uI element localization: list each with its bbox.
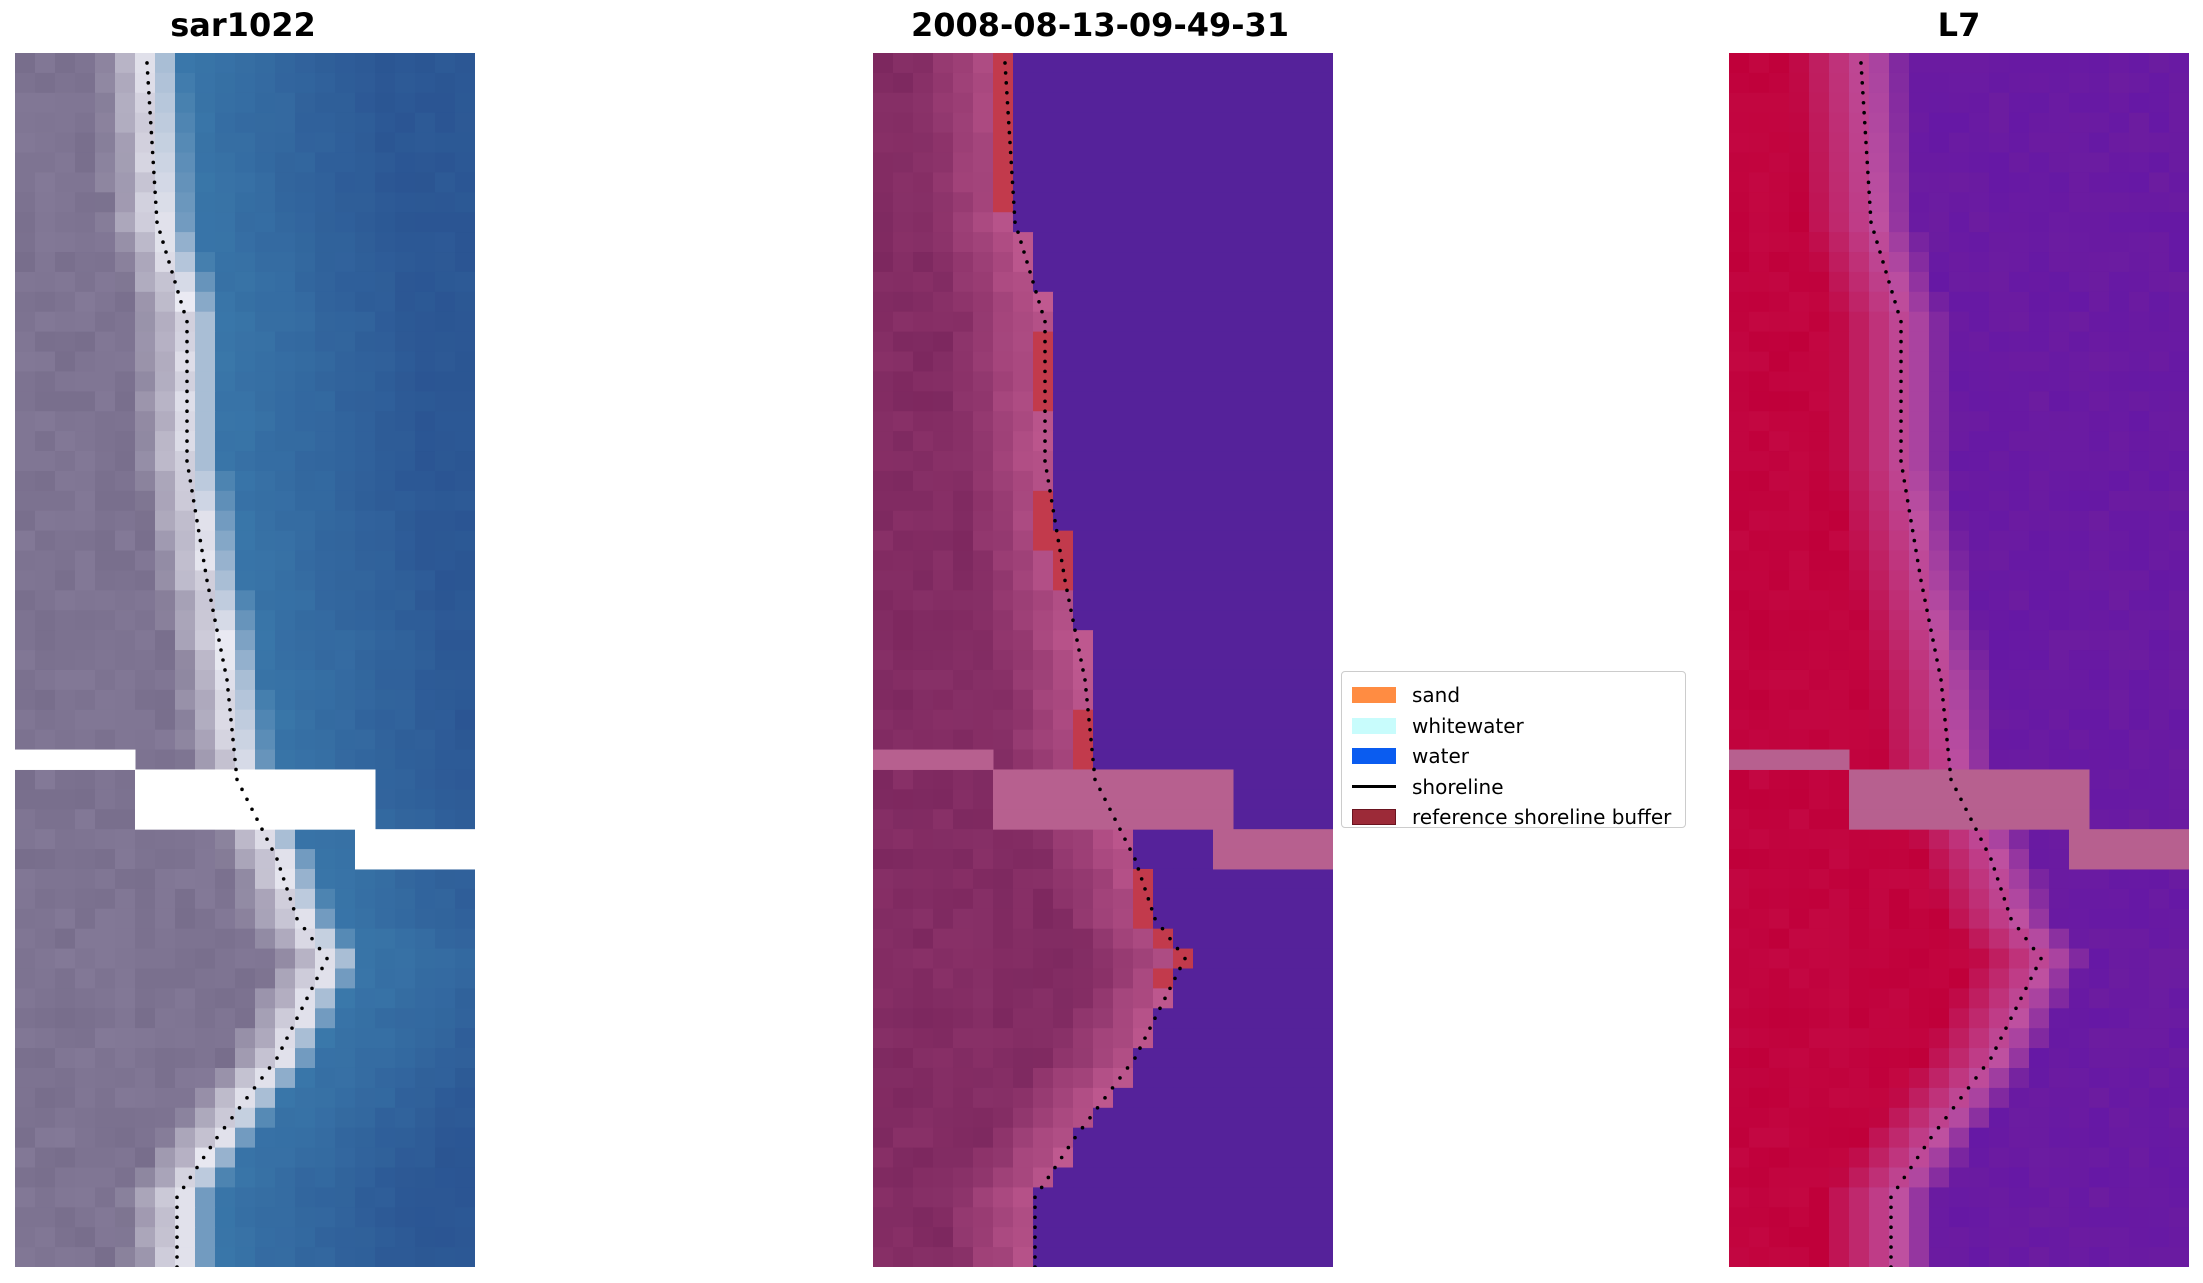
legend-label-sand: sand	[1412, 683, 1461, 708]
panel-title-rgb: sar1022	[170, 6, 316, 44]
legend-item-shoreline: shoreline	[1352, 772, 1675, 803]
water-swatch	[1352, 748, 1396, 765]
legend-item-whitewater: whitewater	[1352, 711, 1675, 742]
panel-title-classified: 2008-08-13-09-49-31	[910, 6, 1290, 44]
classified-image-panel	[873, 53, 1333, 1267]
legend-label-shoreline: shoreline	[1412, 774, 1504, 799]
legend-label-water: water	[1412, 744, 1469, 769]
legend-item-reference-buffer: reference shoreline buffer	[1352, 802, 1675, 833]
legend-item-water: water	[1352, 741, 1675, 772]
legend-label-reference-buffer: reference shoreline buffer	[1412, 805, 1672, 830]
index-image-panel	[1729, 53, 2189, 1267]
legend-item-sand: sand	[1352, 680, 1675, 711]
rgb-image-panel	[15, 53, 475, 1267]
whitewater-swatch	[1352, 717, 1396, 734]
legend-label-whitewater: whitewater	[1412, 713, 1524, 738]
reference-buffer-swatch	[1352, 809, 1396, 826]
panel-title-index: L7	[1937, 6, 1981, 44]
shoreline-line-swatch	[1352, 785, 1396, 789]
legend: sand whitewater water shoreline referenc…	[1341, 671, 1686, 829]
sand-swatch	[1352, 687, 1396, 704]
